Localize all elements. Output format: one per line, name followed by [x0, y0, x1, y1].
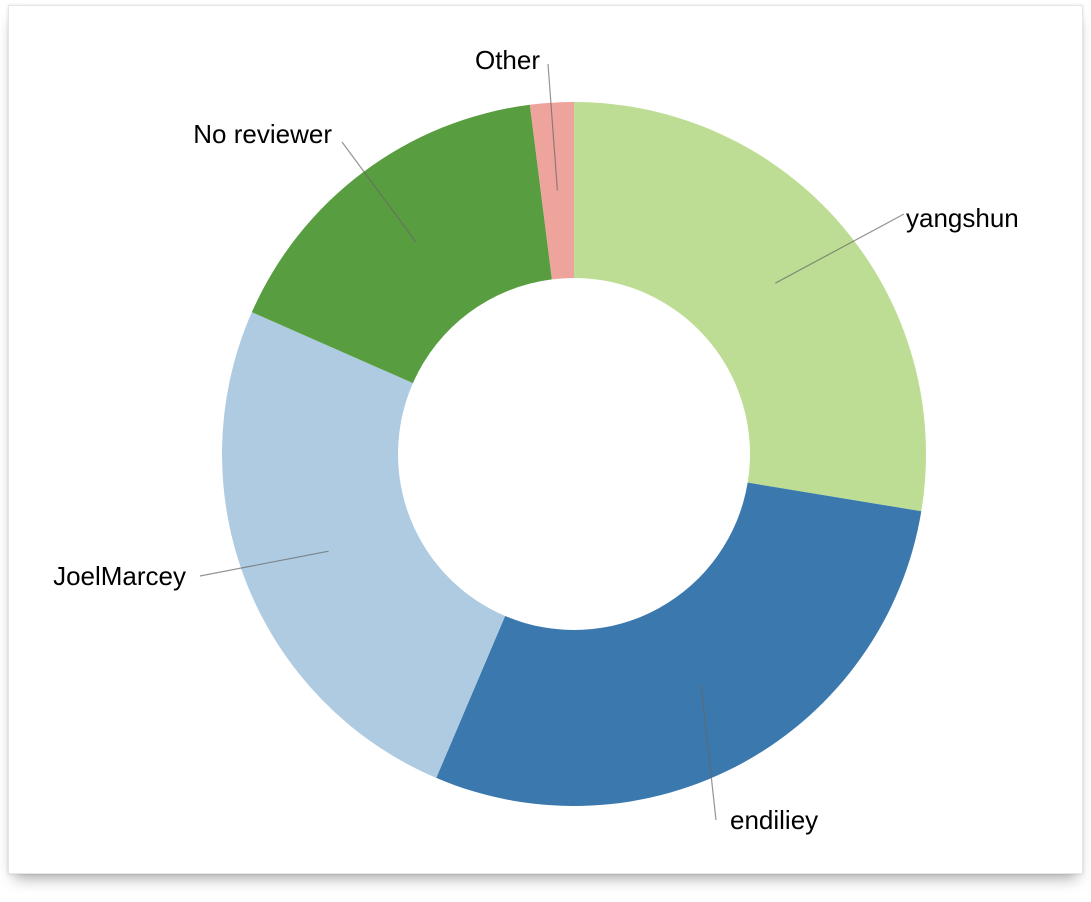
- slice-label-endiliey: endiliey: [730, 805, 818, 835]
- leader-line-no-reviewer: [341, 141, 417, 243]
- slice-label-no-reviewer: No reviewer: [193, 119, 332, 149]
- slice-labels: yangshun endiliey JoelMarcey No reviewer Oth…: [53, 45, 1019, 835]
- leader-line-other: [547, 63, 559, 191]
- slice-label-other: Other: [475, 45, 540, 75]
- donut-slices: [221, 102, 927, 807]
- slice-label-yangshun: yangshun: [906, 203, 1019, 233]
- slice-label-joelmarcey: JoelMarcey: [53, 561, 186, 591]
- leader-lines: [199, 63, 905, 821]
- slice-joelmarcey: [221, 312, 506, 778]
- leader-line-endiliey: [700, 685, 717, 821]
- slice-endiliey: [436, 482, 922, 807]
- leader-line-yangshun: [775, 213, 905, 284]
- slice-no-reviewer: [251, 104, 552, 384]
- leader-line-joelmarcey: [199, 550, 329, 577]
- slice-other: [529, 102, 574, 280]
- slice-yangshun: [574, 102, 927, 512]
